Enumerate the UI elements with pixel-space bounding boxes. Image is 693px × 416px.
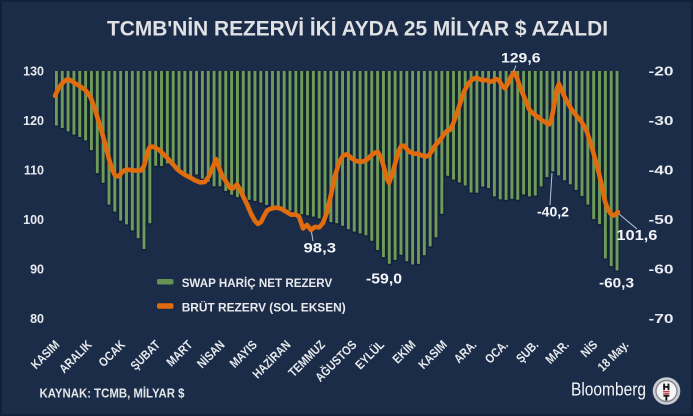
svg-text:-59,0: -59,0 xyxy=(366,271,402,288)
svg-text:OCA.: OCA. xyxy=(482,338,511,367)
svg-text:MAR.: MAR. xyxy=(543,338,572,367)
svg-text:-30: -30 xyxy=(649,114,674,128)
svg-text:-60,3: -60,3 xyxy=(599,275,634,291)
svg-text:18 May.: 18 May. xyxy=(595,338,631,374)
svg-text:110: 110 xyxy=(24,163,44,177)
svg-text:BRÜT REZERV (SOL EKSEN): BRÜT REZERV (SOL EKSEN) xyxy=(182,299,346,314)
svg-text:OCAK: OCAK xyxy=(96,338,128,370)
svg-text:-70: -70 xyxy=(649,312,674,326)
svg-text:98,3: 98,3 xyxy=(304,240,337,256)
svg-text:ŞUBAT: ŞUBAT xyxy=(128,338,163,373)
svg-text:101,6: 101,6 xyxy=(616,227,657,244)
svg-text:ARALIK: ARALIK xyxy=(56,338,94,376)
svg-text:-40: -40 xyxy=(649,163,674,177)
svg-text:90: 90 xyxy=(30,262,44,276)
svg-text:-20: -20 xyxy=(649,64,674,78)
svg-text:TCMB'NİN REZERVİ İKİ AYDA 25 M: TCMB'NİN REZERVİ İKİ AYDA 25 MİLYAR $ AZ… xyxy=(107,18,608,41)
svg-text:130: 130 xyxy=(23,64,44,78)
svg-text:KAYNAK: TCMB, MİLYAR $: KAYNAK: TCMB, MİLYAR $ xyxy=(40,386,185,401)
svg-text:KASIM: KASIM xyxy=(416,338,450,372)
svg-text:120: 120 xyxy=(23,114,44,128)
svg-text:MART: MART xyxy=(164,338,196,370)
svg-text:NİSAN: NİSAN xyxy=(194,337,228,371)
svg-text:129,6: 129,6 xyxy=(501,50,541,66)
svg-text:Bloomberg: Bloomberg xyxy=(571,380,646,400)
svg-text:NİS: NİS xyxy=(577,337,600,360)
svg-text:-60: -60 xyxy=(649,262,674,276)
svg-text:-40,2: -40,2 xyxy=(537,204,569,220)
svg-text:-50: -50 xyxy=(649,213,674,227)
svg-text:100: 100 xyxy=(23,213,44,227)
svg-text:SWAP HARİÇ NET REZERV: SWAP HARİÇ NET REZERV xyxy=(182,275,333,290)
svg-text:ARA.: ARA. xyxy=(451,338,479,366)
svg-text:80: 80 xyxy=(30,312,44,326)
svg-text:ŞUB.: ŞUB. xyxy=(513,338,541,366)
svg-text:EYLÜL: EYLÜL xyxy=(352,337,387,372)
svg-text:EKİM: EKİM xyxy=(389,337,418,366)
